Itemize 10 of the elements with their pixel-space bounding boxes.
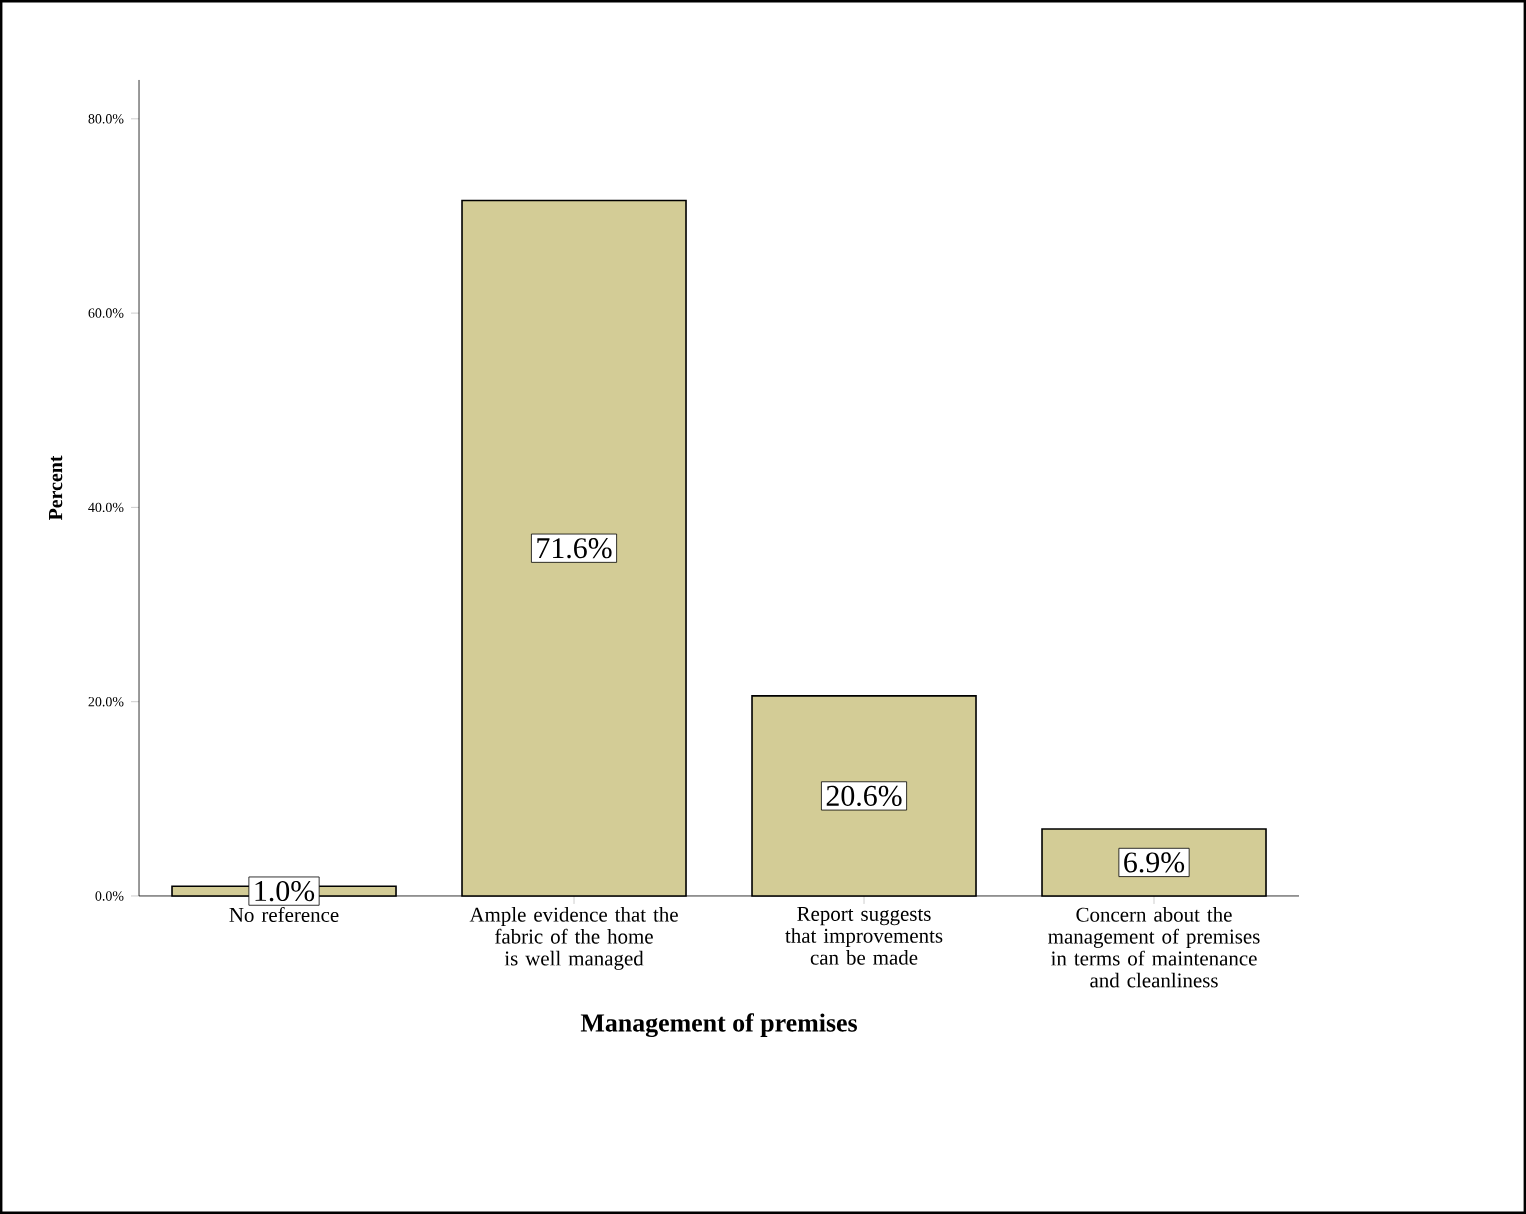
data-label: 20.6% — [826, 785, 902, 807]
data-label: 1.0% — [255, 880, 315, 902]
data-label: 71.6% — [537, 538, 612, 559]
y-axis-title: Percent — [49, 455, 63, 521]
x-tick-label: Report suggests that improvements can be made — [785, 907, 943, 965]
x-tick-label: Ample evidence that the fabric of the home is well managed — [469, 907, 678, 970]
x-tick-label: No reference — [229, 907, 339, 922]
x-axis-title: Management of premises — [580, 1013, 857, 1038]
data-label: 6.9% — [1124, 852, 1185, 873]
x-tick-label: Concern about the management of premises in terms of maintenance and cleanliness — [1048, 907, 1260, 988]
